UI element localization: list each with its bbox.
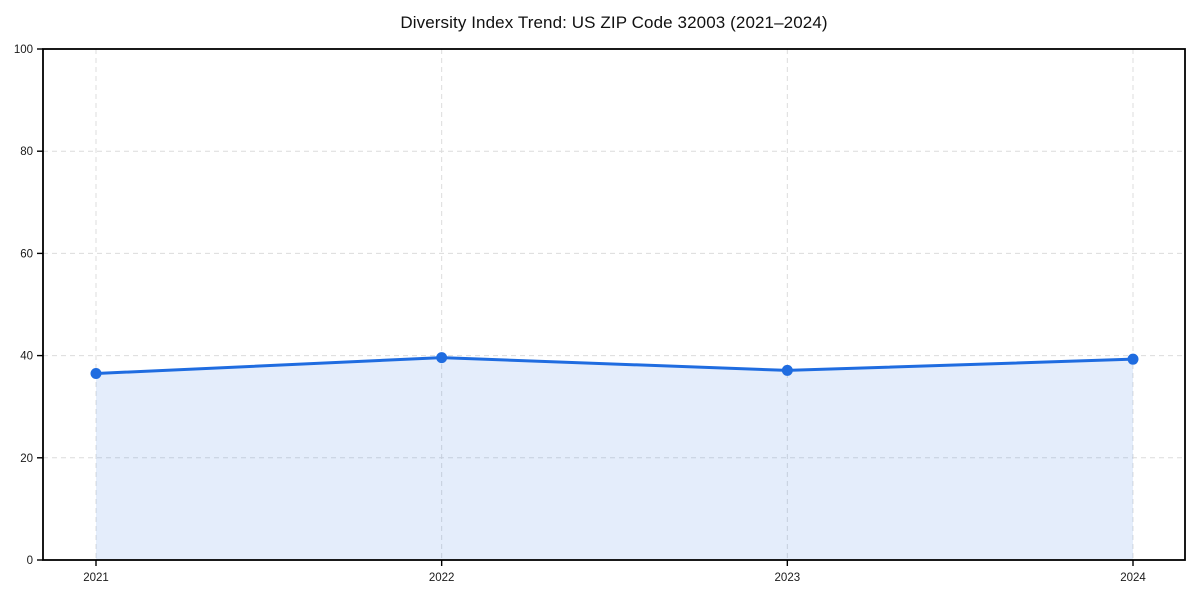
trend-line <box>94 356 1135 375</box>
x-tick-label: 2024 <box>1120 572 1146 584</box>
y-tick-label: 60 <box>20 248 33 260</box>
y-tick-label: 0 <box>27 555 33 567</box>
x-tick-label: 2022 <box>429 572 455 584</box>
data-point <box>781 364 793 376</box>
data-point <box>436 352 448 364</box>
y-tick-label: 100 <box>14 44 33 56</box>
x-tick-label: 2021 <box>83 572 109 584</box>
chart-title: Diversity Index Trend: US ZIP Code 32003… <box>400 13 828 32</box>
data-point <box>90 367 102 379</box>
axes-frame <box>42 48 1186 561</box>
y-tick-label: 40 <box>20 351 33 363</box>
area-fill <box>96 357 1133 560</box>
x-tick-label: 2023 <box>775 572 801 584</box>
y-tick-label: 20 <box>20 453 33 465</box>
data-point <box>1127 353 1139 365</box>
y-tick-label: 80 <box>20 146 33 158</box>
